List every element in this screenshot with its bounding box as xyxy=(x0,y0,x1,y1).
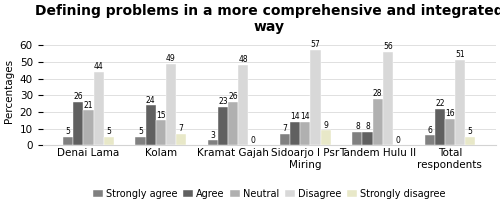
Text: 21: 21 xyxy=(84,101,93,109)
Bar xyxy=(290,122,300,145)
Bar xyxy=(310,50,320,145)
Bar xyxy=(74,102,84,145)
Text: 28: 28 xyxy=(373,89,382,98)
Text: 51: 51 xyxy=(455,50,465,59)
Text: 3: 3 xyxy=(210,131,216,140)
Bar xyxy=(238,65,248,145)
Text: 24: 24 xyxy=(146,96,156,105)
Bar xyxy=(362,132,372,145)
Text: 0: 0 xyxy=(396,136,400,145)
Text: 16: 16 xyxy=(445,109,454,118)
Bar xyxy=(84,110,94,145)
Bar xyxy=(146,105,156,145)
Text: 9: 9 xyxy=(323,121,328,129)
Text: 5: 5 xyxy=(66,127,70,136)
Bar xyxy=(320,130,330,145)
Text: 26: 26 xyxy=(74,92,83,101)
Bar xyxy=(94,72,104,145)
Text: 5: 5 xyxy=(106,127,111,136)
Bar xyxy=(208,140,218,145)
Text: 5: 5 xyxy=(138,127,143,136)
Bar xyxy=(280,134,290,145)
Bar xyxy=(352,132,362,145)
Bar xyxy=(372,99,382,145)
Title: Defining problems in a more comprehensive and integrated
way: Defining problems in a more comprehensiv… xyxy=(35,4,500,34)
Text: 8: 8 xyxy=(355,122,360,131)
Bar xyxy=(455,60,465,145)
Text: 15: 15 xyxy=(156,110,166,120)
Legend: Strongly agree, Agree, Neutral, Disagree, Strongly disagree: Strongly agree, Agree, Neutral, Disagree… xyxy=(90,185,449,202)
Y-axis label: Percentages: Percentages xyxy=(4,59,14,123)
Bar xyxy=(434,109,445,145)
Bar xyxy=(424,135,434,145)
Text: 6: 6 xyxy=(427,126,432,135)
Text: 5: 5 xyxy=(468,127,472,136)
Text: 8: 8 xyxy=(365,122,370,131)
Text: 23: 23 xyxy=(218,97,228,106)
Bar xyxy=(300,122,310,145)
Text: 49: 49 xyxy=(166,54,176,63)
Bar xyxy=(63,137,74,145)
Text: 26: 26 xyxy=(228,92,238,101)
Text: 57: 57 xyxy=(310,40,320,49)
Bar xyxy=(218,107,228,145)
Bar xyxy=(176,134,186,145)
Bar xyxy=(136,137,145,145)
Text: 56: 56 xyxy=(383,42,392,51)
Bar xyxy=(166,64,176,145)
Bar xyxy=(228,102,238,145)
Text: 14: 14 xyxy=(290,112,300,121)
Bar xyxy=(104,137,114,145)
Text: 14: 14 xyxy=(300,112,310,121)
Bar xyxy=(156,120,166,145)
Text: 7: 7 xyxy=(282,124,288,133)
Bar xyxy=(465,137,475,145)
Text: 7: 7 xyxy=(178,124,184,133)
Bar xyxy=(445,119,455,145)
Text: 44: 44 xyxy=(94,62,104,71)
Bar xyxy=(382,52,393,145)
Text: 48: 48 xyxy=(238,56,248,64)
Text: 0: 0 xyxy=(251,136,256,145)
Text: 22: 22 xyxy=(435,99,444,108)
